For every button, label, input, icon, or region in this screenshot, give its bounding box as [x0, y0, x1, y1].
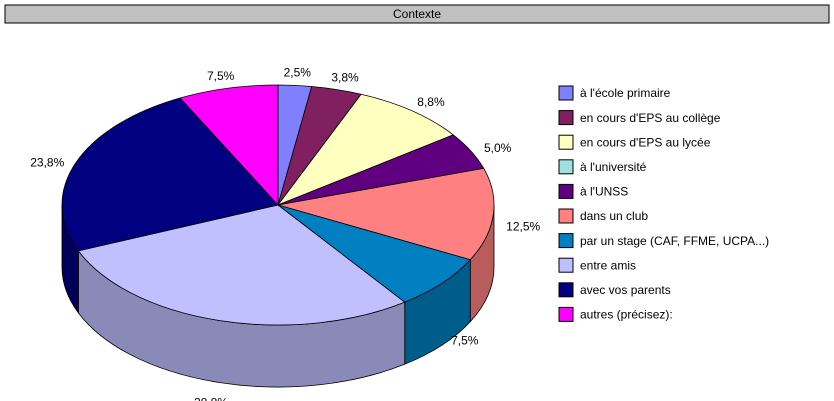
slice — [276, 93, 455, 206]
title-bar — [4, 4, 830, 24]
legend-label: à l'université — [580, 160, 647, 174]
legend-swatch — [558, 282, 574, 298]
legend-swatch — [558, 183, 574, 199]
legend-swatch — [558, 306, 574, 322]
data-label: 8,8% — [417, 95, 445, 109]
slice — [277, 204, 471, 303]
data-label: 5,0% — [484, 141, 512, 155]
legend-label: en cours d'EPS au lycée — [580, 135, 711, 149]
slice — [179, 84, 279, 207]
data-label: 7,5% — [451, 333, 479, 347]
data-label: 12,5% — [506, 219, 540, 233]
data-label: 7,5% — [207, 69, 235, 83]
legend-swatch — [558, 257, 574, 273]
legend-label: avec vos parents — [580, 283, 671, 297]
data-label: 3,8% — [331, 70, 359, 84]
data-label: 23,8% — [30, 155, 64, 169]
legend-label: à l'UNSS — [580, 185, 628, 199]
legend-swatch — [558, 134, 574, 150]
legend-label: en cours d'EPS au collège — [580, 111, 721, 125]
slice — [77, 204, 406, 326]
legend-box — [545, 78, 825, 328]
legend-swatch — [558, 110, 574, 126]
legend-label: à l'école primaire — [580, 86, 671, 100]
legend-swatch — [558, 208, 574, 224]
legend-swatch — [558, 85, 574, 101]
data-label: 2,5% — [284, 66, 312, 80]
legend-label: entre amis — [580, 258, 636, 272]
legend-label: dans un club — [580, 209, 648, 223]
slice — [277, 167, 495, 261]
slice — [61, 97, 279, 252]
chart-title: Contexte — [393, 7, 441, 21]
legend-swatch — [558, 159, 574, 175]
legend-label: par un stage (CAF, FFME, UCPA...) — [580, 234, 769, 248]
legend-label: autres (précisez): — [580, 308, 673, 322]
data-label: 28,8% — [194, 396, 228, 401]
legend-swatch — [558, 233, 574, 249]
